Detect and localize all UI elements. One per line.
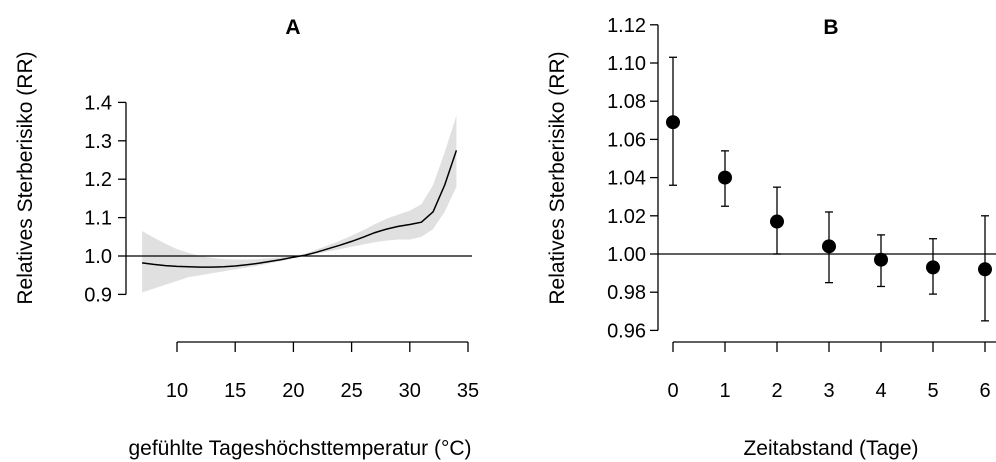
y-axis-title-a: Relatives Sterberisiko (RR)	[14, 51, 37, 304]
y-tick-label-b: 1.08	[607, 91, 646, 113]
x-tick-label-a: 35	[457, 380, 479, 402]
error-bars-b	[669, 56, 989, 322]
y-tick-label-b: 0.96	[607, 320, 646, 342]
confidence-band-a	[142, 115, 457, 293]
y-tick-label-a: 1.3	[84, 131, 112, 153]
data-point	[874, 252, 888, 267]
x-tick-label-a: 30	[399, 380, 421, 402]
x-tick-label-a: 25	[340, 380, 362, 402]
x-tick-label-b: 3	[823, 380, 834, 402]
points-b	[666, 115, 992, 277]
y-tick-label-b: 1.04	[607, 168, 646, 190]
x-axis-b: 0 1 2 3 4 5 6	[667, 341, 996, 402]
panel-title-a: A	[285, 16, 300, 39]
data-point	[978, 262, 992, 277]
x-tick-label-b: 0	[667, 380, 678, 402]
x-tick-label-b: 2	[771, 380, 782, 402]
y-axis-title-b: Relatives Sterberisiko (RR)	[546, 51, 569, 304]
data-point	[666, 115, 680, 130]
y-axis-b: 0.96 0.98 1.00 1.02 1.04 1.06 1.08 1.10 1.12	[607, 15, 659, 342]
x-axis-a: 10 15 20 25 30 35	[166, 341, 479, 402]
y-tick-label-b: 1.02	[607, 206, 646, 228]
x-axis-title-a: gefühlte Tageshöchsttemperatur (°C)	[128, 437, 471, 460]
x-tick-label-b: 4	[875, 380, 886, 402]
x-tick-label-b: 6	[979, 380, 990, 402]
x-tick-label-b: 1	[719, 380, 730, 402]
y-tick-label-b: 0.98	[607, 282, 646, 304]
data-point	[718, 170, 732, 185]
y-tick-label-b: 1.12	[607, 15, 646, 37]
y-tick-label-b: 1.10	[607, 53, 646, 75]
panel-title-b: B	[823, 16, 838, 39]
y-tick-label-a: 1.2	[84, 169, 112, 191]
y-tick-label-a: 1.1	[84, 208, 112, 230]
y-axis-a: 0.9 1.0 1.1 1.2 1.3 1.4	[84, 92, 127, 306]
x-tick-label-b: 5	[927, 380, 938, 402]
y-tick-label-b: 1.06	[607, 129, 646, 151]
x-axis-title-b: Zeitabstand (Tage)	[743, 437, 918, 460]
y-tick-label-a: 0.9	[84, 284, 112, 306]
series-line-a	[142, 150, 458, 268]
y-tick-label-a: 1.4	[84, 92, 112, 114]
x-tick-label-a: 15	[224, 380, 246, 402]
panel-b: 0.96 0.98 1.00 1.02 1.04 1.06 1.08 1.10 1.12 0 1 2…	[546, 15, 996, 460]
y-tick-label-a: 1.0	[84, 246, 112, 268]
y-tick-label-b: 1.00	[607, 244, 646, 266]
data-point	[822, 239, 836, 254]
data-point	[770, 214, 784, 229]
panel-a: 0.9 1.0 1.1 1.2 1.3 1.4 10 15 20 25 30 35 A Relati…	[14, 16, 479, 460]
x-tick-label-a: 20	[282, 380, 304, 402]
x-tick-label-a: 10	[166, 380, 188, 402]
data-point	[926, 260, 940, 275]
